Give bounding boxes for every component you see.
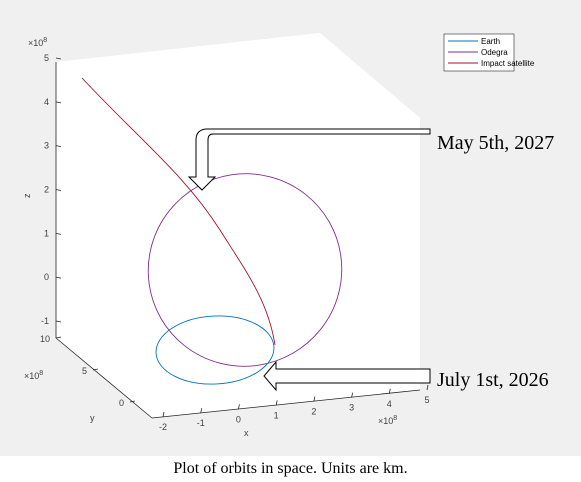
x-tick-label: 2	[311, 407, 316, 417]
orbit-plot-3d: ×108 -1 0 1 2 3 4 5 z ×108 0 5 10 y ×108 -2 -1 0 1 2…	[0, 0, 581, 456]
series-odegra	[147, 173, 343, 367]
legend-label-earth: Earth	[481, 37, 500, 46]
z-tick-mark	[55, 57, 62, 60]
y-tick-mark	[55, 336, 62, 339]
y-exponent-label: ×108	[24, 370, 43, 381]
plot-box	[56, 33, 420, 418]
x-tick-mark	[200, 408, 203, 414]
y-tick-mark	[129, 400, 136, 403]
x-tick-mark	[275, 400, 278, 406]
z-tick-label: -1	[41, 316, 49, 326]
x-tick-mark	[388, 388, 391, 394]
z-tick-mark	[55, 232, 62, 235]
legend-entry-earth: Earth	[448, 37, 500, 46]
z-tick-mark	[55, 276, 62, 279]
x-tick-label: 3	[349, 403, 354, 413]
z-tick-label: 2	[44, 185, 49, 195]
series-earth	[155, 315, 275, 385]
x-tick-mark	[351, 392, 353, 398]
y-axis-label: y	[90, 413, 95, 423]
x-tick-mark	[426, 384, 429, 391]
z-tick-label: 4	[44, 97, 49, 107]
x-tick-mark	[238, 404, 240, 410]
z-tick-label: 0	[44, 272, 49, 282]
legend-entry-impact-satellite: Impact satellite	[448, 59, 535, 68]
z-tick-mark	[55, 101, 62, 104]
z-tick-mark	[55, 189, 62, 191]
arrow-july-2026	[263, 360, 431, 392]
x-tick-mark	[313, 396, 316, 402]
x-tick-label: -2	[159, 422, 167, 432]
figure-caption: Plot of orbits in space. Units are km.	[173, 460, 408, 477]
x-tick-label: 5	[424, 395, 429, 405]
x-tick-label: 4	[387, 399, 392, 409]
z-exponent-label: ×108	[28, 37, 47, 48]
legend: Earth Odegra Impact satellite	[443, 33, 535, 72]
z-tick-mark	[55, 145, 62, 148]
annotation-may-2027-label: May 5th, 2027	[437, 132, 554, 154]
annotation-july-2026-label: July 1st, 2026	[437, 369, 549, 391]
z-tick-mark	[55, 320, 62, 323]
legend-label-odegra: Odegra	[481, 48, 508, 57]
annotation-july-2026: July 1st, 2026	[263, 360, 549, 392]
x-axis: ×108 -2 -1 0 1 2 3 4 5 x	[151, 384, 430, 438]
x-exponent-label: ×108	[378, 415, 397, 426]
y-tick-mark	[92, 368, 99, 371]
arrow-may-2027	[187, 128, 431, 191]
y-tick-label: 5	[82, 366, 87, 376]
earth-orbit	[155, 315, 275, 385]
x-tick-label: 0	[236, 414, 241, 424]
z-tick-label: 3	[44, 141, 49, 151]
odegra-orbit	[147, 173, 343, 367]
y-tick-label: 0	[119, 398, 124, 408]
z-tick-label: 5	[44, 53, 49, 63]
z-axis: ×108 -1 0 1 2 3 4 5 z	[22, 37, 62, 338]
z-axis-label: z	[22, 193, 32, 198]
annotation-may-2027: May 5th, 2027	[187, 128, 554, 191]
x-tick-mark	[162, 411, 165, 418]
x-tick-label: -1	[197, 418, 205, 428]
legend-entry-odegra: Odegra	[448, 48, 508, 57]
y-axis: ×108 0 5 10 y	[24, 334, 153, 423]
y-tick-label: 10	[40, 334, 50, 344]
legend-label-impact-satellite: Impact satellite	[481, 59, 535, 68]
series-impact-satellite	[81, 77, 276, 346]
x-axis-label: x	[244, 428, 249, 438]
z-tick-label: 1	[44, 228, 49, 238]
x-tick-label: 1	[274, 410, 279, 420]
impact-satellite-trajectory	[81, 77, 276, 346]
